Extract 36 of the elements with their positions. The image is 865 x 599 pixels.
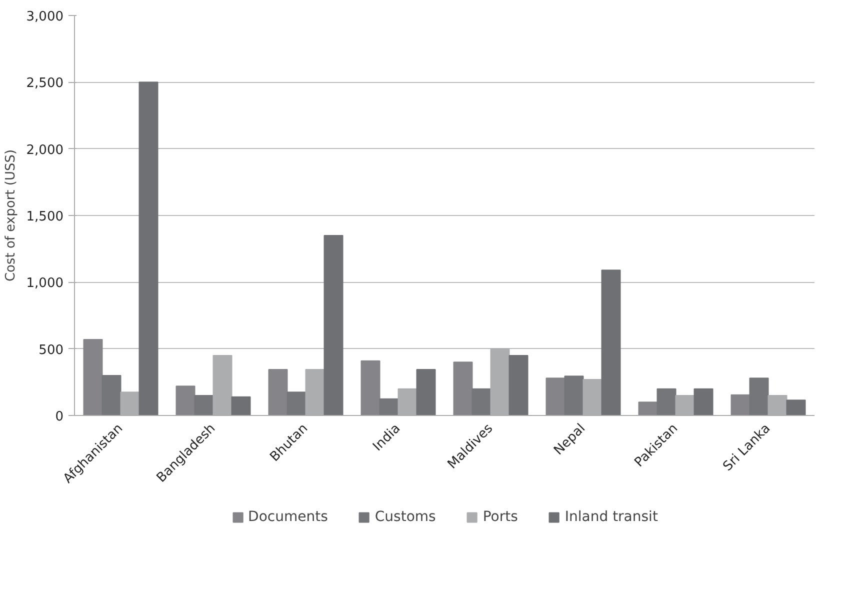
legend-label: Customs: [374, 508, 436, 524]
y-tick-label: 1,000: [26, 276, 64, 292]
bar: [138, 82, 158, 416]
y-axis-title: Cost of export (USS): [3, 149, 18, 282]
y-tick-label: 1,500: [26, 210, 64, 224]
y-tick-label: 3,000: [26, 10, 64, 24]
bar: [379, 398, 399, 416]
bar: [546, 378, 566, 416]
bar: [508, 355, 528, 416]
bar: [83, 339, 103, 416]
bar: [694, 388, 714, 416]
bar: [472, 388, 492, 416]
bar: [324, 235, 344, 416]
bar: [786, 400, 806, 416]
bar: [601, 270, 621, 416]
bar: [453, 362, 473, 416]
bar: [231, 396, 251, 416]
bar: [656, 388, 676, 416]
y-tick-label: 2,000: [26, 142, 64, 158]
bar: [564, 376, 584, 416]
bar: [286, 392, 306, 416]
bar: [730, 394, 750, 416]
legend-label: Inland transit: [564, 508, 658, 524]
bar: [360, 360, 380, 416]
bar: [194, 395, 214, 416]
bar: [268, 369, 288, 416]
bar: [102, 375, 122, 416]
bar: [176, 386, 196, 416]
bar: [416, 369, 436, 416]
y-tick-label: 500: [38, 342, 64, 358]
legend-label: Documents: [248, 508, 328, 524]
legend-label: Ports: [482, 508, 518, 524]
y-tick-label: 0: [55, 410, 64, 424]
bar: [749, 378, 769, 416]
y-tick-label: 2,500: [26, 76, 64, 92]
bar: [638, 402, 658, 416]
